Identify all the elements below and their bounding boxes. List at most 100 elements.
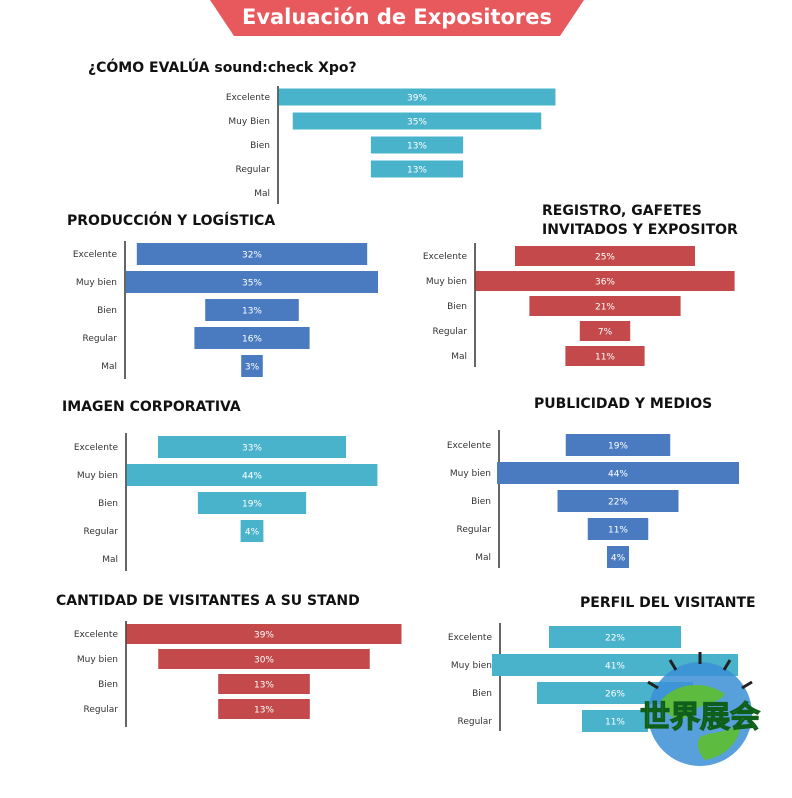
logo-text: 世界展会 (640, 700, 760, 735)
data-label: 22% (605, 634, 625, 644)
category-tick-label: Excelente (447, 441, 492, 451)
funnel-bar (370, 136, 464, 154)
chart-title-4: IMAGEN CORPORATIVA (62, 399, 241, 415)
category-tick-label: Mal (102, 555, 118, 565)
data-label: 44% (608, 470, 628, 480)
category-tick-label: Mal (475, 553, 491, 563)
funnel-bar (240, 520, 264, 542)
category-tick-label: Excelente (74, 443, 119, 453)
data-label: 11% (605, 718, 625, 728)
data-label: 26% (605, 690, 625, 700)
data-label: 35% (407, 118, 427, 128)
funnel-bar (126, 464, 378, 486)
category-tick-label: Excelente (73, 250, 118, 260)
funnel-bar (557, 490, 679, 512)
globe-logo-icon: 世界展会 (639, 652, 761, 766)
data-label: 36% (595, 278, 615, 288)
category-tick-label: Bien (98, 499, 118, 509)
page-title: Evaluación de Expositores (241, 5, 553, 29)
data-label: 11% (608, 526, 628, 536)
category-tick-label: Bien (472, 689, 492, 699)
chart-title-5: PUBLICIDAD Y MEDIOS (534, 396, 713, 412)
data-label: 19% (242, 500, 262, 510)
data-label: 13% (254, 706, 274, 716)
funnel-bar (515, 246, 695, 266)
category-tick-label: Regular (456, 525, 491, 535)
data-label: 7% (598, 328, 613, 338)
funnel-bar (292, 112, 542, 130)
data-label: 35% (242, 279, 262, 289)
category-tick-label: Regular (235, 165, 270, 175)
chart-title-2: PRODUCCIÓN Y LOGÍSTICA (67, 213, 276, 229)
category-tick-label: Bien (250, 141, 270, 151)
category-tick-label: Regular (83, 527, 118, 537)
category-tick-label: Muy bien (77, 655, 118, 665)
funnel-bar (579, 321, 631, 341)
funnel-bar (587, 518, 649, 540)
category-tick-label: Excelente (448, 633, 493, 643)
funnel-bar (197, 492, 307, 514)
data-label: 39% (254, 631, 274, 641)
category-tick-label: Mal (101, 362, 117, 372)
funnel-bar (565, 434, 671, 456)
category-tick-label: Regular (83, 705, 118, 715)
funnel-bar (529, 296, 681, 316)
funnel-bar (136, 243, 368, 265)
category-tick-label: Bien (98, 680, 118, 690)
funnel-bar (549, 626, 681, 648)
category-tick-label: Mal (254, 189, 270, 199)
data-label: 33% (242, 444, 262, 454)
funnel-bar (158, 649, 370, 669)
category-tick-label: Muy bien (77, 471, 118, 481)
data-label: 21% (595, 303, 615, 313)
category-tick-label: Excelente (226, 93, 271, 103)
data-label: 41% (605, 662, 625, 672)
category-tick-label: Regular (82, 334, 117, 344)
funnel-bar (497, 462, 739, 484)
data-label: 4% (611, 554, 626, 564)
chart-title-3: REGISTRO, GAFETES INVITADOS Y EXPOSITOR (542, 203, 738, 238)
category-tick-label: Mal (451, 352, 467, 362)
funnel-bar (126, 624, 402, 644)
data-label: 44% (242, 472, 262, 482)
category-tick-label: Muy bien (451, 661, 492, 671)
data-label: 13% (242, 307, 262, 317)
category-tick-label: Regular (457, 717, 492, 727)
category-tick-label: Bien (97, 306, 117, 316)
data-label: 13% (407, 166, 427, 176)
funnel-bar (205, 299, 299, 321)
data-label: 16% (242, 335, 262, 345)
data-label: 25% (595, 253, 615, 263)
category-tick-label: Excelente (74, 630, 119, 640)
category-tick-label: Muy bien (76, 278, 117, 288)
funnel-bar (582, 710, 648, 732)
data-label: 13% (407, 142, 427, 152)
data-label: 11% (595, 353, 615, 363)
chart-title-1: ¿CÓMO EVALÚA sound:check Xpo? (88, 60, 357, 76)
data-label: 39% (407, 94, 427, 104)
funnel-bar (126, 271, 378, 293)
category-tick-label: Muy bien (426, 277, 467, 287)
data-label: 13% (254, 681, 274, 691)
data-label: 3% (245, 363, 260, 373)
chart-title-7: PERFIL DEL VISITANTE (580, 595, 756, 611)
funnel-bar (157, 436, 347, 458)
funnel-bar (475, 271, 735, 291)
category-tick-label: Excelente (423, 252, 468, 262)
funnel-bar (607, 546, 629, 568)
funnel-bar (218, 699, 310, 719)
category-tick-label: Muy bien (450, 469, 491, 479)
data-label: 32% (242, 251, 262, 261)
data-label: 19% (608, 442, 628, 452)
data-label: 22% (608, 498, 628, 508)
category-tick-label: Bien (471, 497, 491, 507)
chart-title-6: CANTIDAD DE VISITANTES A SU STAND (56, 593, 360, 609)
funnel-bar (194, 327, 310, 349)
category-tick-label: Muy Bien (228, 117, 270, 127)
data-label: 30% (254, 656, 274, 666)
category-tick-label: Bien (447, 302, 467, 312)
